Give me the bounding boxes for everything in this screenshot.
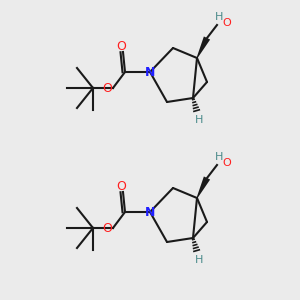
Text: O: O [102, 221, 112, 235]
Text: H: H [195, 255, 203, 265]
Text: H: H [195, 115, 203, 125]
Text: O: O [223, 18, 231, 28]
Text: O: O [116, 181, 126, 194]
Text: N: N [145, 65, 155, 79]
Text: O: O [116, 40, 126, 53]
Text: N: N [145, 206, 155, 218]
Text: O: O [223, 158, 231, 168]
Polygon shape [196, 36, 210, 58]
Text: H: H [215, 152, 223, 162]
Text: H: H [215, 12, 223, 22]
Polygon shape [196, 176, 210, 198]
Text: O: O [102, 82, 112, 94]
